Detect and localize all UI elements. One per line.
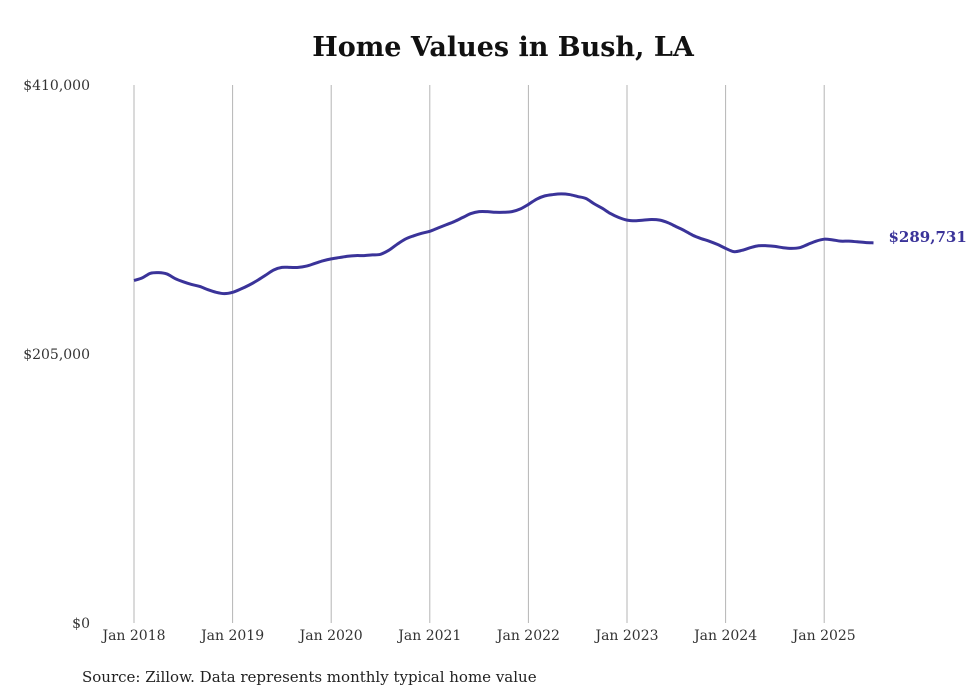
end-value-label: $289,731 [889,228,967,246]
x-tick-label: Jan 2022 [495,628,560,644]
y-tick-label: $410,000 [23,78,90,94]
x-tick-label: Jan 2018 [100,628,165,644]
x-tick-label: Jan 2021 [396,628,461,644]
chart-title: Home Values in Bush, LA [312,32,694,63]
x-tick-label: Jan 2023 [593,628,658,644]
y-tick-label: $0 [72,616,90,632]
x-tick-label: Jan 2025 [791,628,856,644]
x-tick-label: Jan 2020 [298,628,363,644]
x-tick-label: Jan 2019 [199,628,264,644]
x-tick-label: Jan 2024 [692,628,757,644]
series-line [133,192,874,296]
y-tick-label: $205,000 [23,347,90,363]
source-note: Source: Zillow. Data represents monthly … [82,668,537,686]
